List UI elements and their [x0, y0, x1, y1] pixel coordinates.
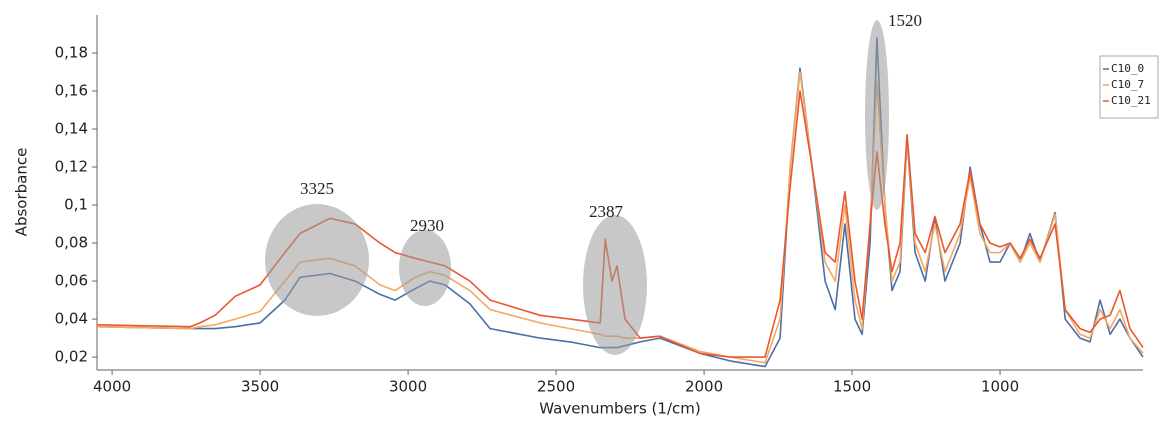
highlight-ellipse: [265, 204, 369, 316]
y-tick-label: 0,12: [55, 158, 88, 176]
annotation: 3325: [300, 179, 334, 198]
x-tick-label: 3000: [389, 378, 427, 396]
x-axis-label: Wavenumbers (1/cm): [539, 400, 700, 418]
y-tick-label: 0,16: [55, 82, 88, 100]
annotation: 1520: [888, 11, 922, 30]
annotation: 2387: [589, 202, 624, 221]
x-tick-label: 1000: [981, 378, 1019, 396]
legend-label: C10_7: [1111, 78, 1144, 91]
y-axis-label: Absorbance: [13, 148, 31, 237]
highlight-ellipse: [583, 215, 647, 355]
highlight-ellipse: [865, 20, 889, 210]
x-tick-label: 4000: [93, 378, 131, 396]
x-tick-label: 3500: [241, 378, 279, 396]
y-tick-label: 0,06: [55, 272, 88, 290]
x-tick-label: 2500: [537, 378, 575, 396]
y-tick-label: 0,18: [55, 44, 88, 62]
x-tick-label: 2000: [685, 378, 723, 396]
x-tick-label: 1500: [833, 378, 871, 396]
y-tick-label: 0,04: [55, 310, 88, 328]
series-line: [96, 90, 1144, 358]
y-tick-label: 0,14: [55, 120, 88, 138]
y-tick-label: 0,1: [64, 196, 88, 214]
y-tick-label: 0,02: [55, 348, 88, 366]
highlight-ellipse: [399, 230, 451, 306]
legend-label: C10_0: [1111, 62, 1144, 75]
y-tick-label: 0,08: [55, 234, 88, 252]
legend-box: [1099, 55, 1159, 119]
legend-label: C10_21: [1111, 94, 1151, 107]
annotation: 2930: [410, 216, 444, 235]
